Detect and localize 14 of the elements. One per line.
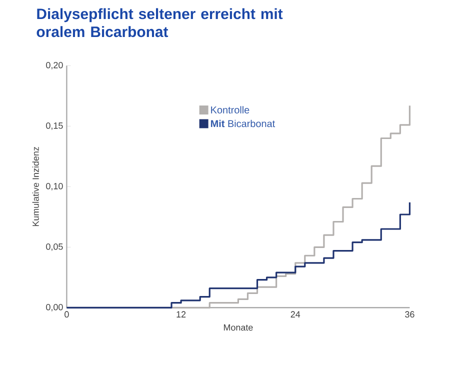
y-tick-label: 0,00 [46,304,63,312]
legend-label: Kontrolle [211,106,250,114]
x-tick-label: 12 [176,311,186,318]
x-tick-label: 36 [405,311,414,318]
y-tick-label: 0,20 [46,62,63,70]
y-tick-label: 0,10 [46,182,63,190]
x-tick-label: 0 [64,311,69,318]
y-tick-label: 0,15 [46,122,63,130]
chart-title: Dialysepflicht seltener erreicht mit oralem Bicarbonat [36,8,283,38]
y-tick-label: 0,05 [46,243,63,251]
y-axis-title: Kumulative Inzidenz [32,147,39,226]
x-axis-title: Monate [224,324,253,331]
legend-label: Mit Bicarbonat [210,120,276,128]
x-tick-label: 24 [290,311,300,318]
